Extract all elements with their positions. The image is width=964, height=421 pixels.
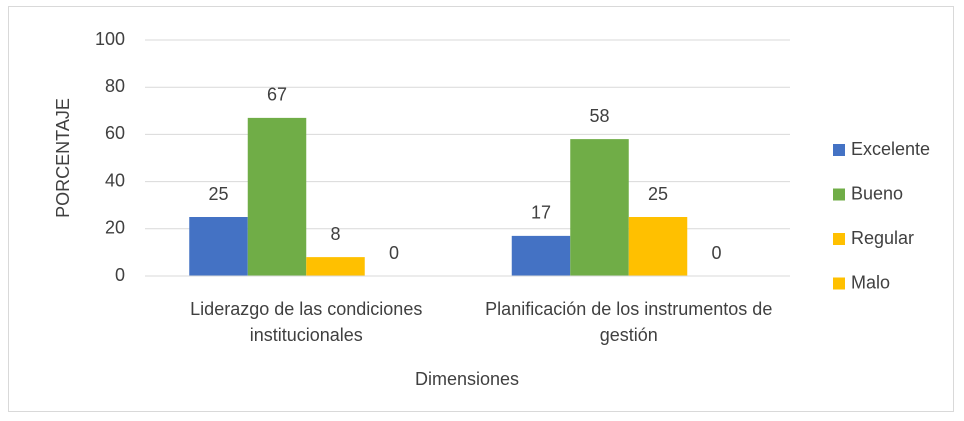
- legend-label: Regular: [851, 228, 914, 248]
- data-label: 17: [531, 203, 551, 223]
- y-axis-title: PORCENTAJE: [53, 98, 73, 218]
- legend-swatch: [833, 144, 845, 156]
- bar: [247, 117, 307, 276]
- legend-swatch: [833, 188, 845, 201]
- data-label: 25: [648, 184, 668, 204]
- y-tick-label: 100: [95, 29, 125, 49]
- legend-swatch: [833, 233, 845, 245]
- y-tick-label: 20: [105, 218, 125, 238]
- data-label: 8: [330, 224, 340, 244]
- data-label: 0: [711, 243, 721, 263]
- legend-label: Malo: [851, 272, 890, 292]
- y-tick-label: 0: [115, 265, 125, 285]
- legend-label: Bueno: [851, 183, 903, 203]
- legend-swatch: [833, 277, 845, 290]
- data-label: 67: [267, 85, 287, 105]
- bar: [570, 139, 629, 276]
- data-label: 0: [389, 243, 399, 263]
- x-tick-label: Liderazgo de las condiciones institucion…: [190, 299, 423, 345]
- y-tick-label: 80: [105, 76, 125, 96]
- y-tick-label: 40: [105, 170, 125, 190]
- x-tick-label: Planificación de los instrumentos de ges…: [485, 299, 773, 345]
- bar: [628, 217, 688, 276]
- legend-label: Excelente: [851, 139, 930, 159]
- data-label: 25: [208, 184, 228, 204]
- bar: [189, 217, 248, 276]
- bar: [306, 257, 365, 276]
- bar: [511, 235, 571, 276]
- chart-frame: [8, 6, 954, 412]
- y-tick-label: 60: [105, 123, 125, 143]
- x-axis-title: Dimensiones: [415, 369, 519, 389]
- data-label: 58: [589, 106, 609, 126]
